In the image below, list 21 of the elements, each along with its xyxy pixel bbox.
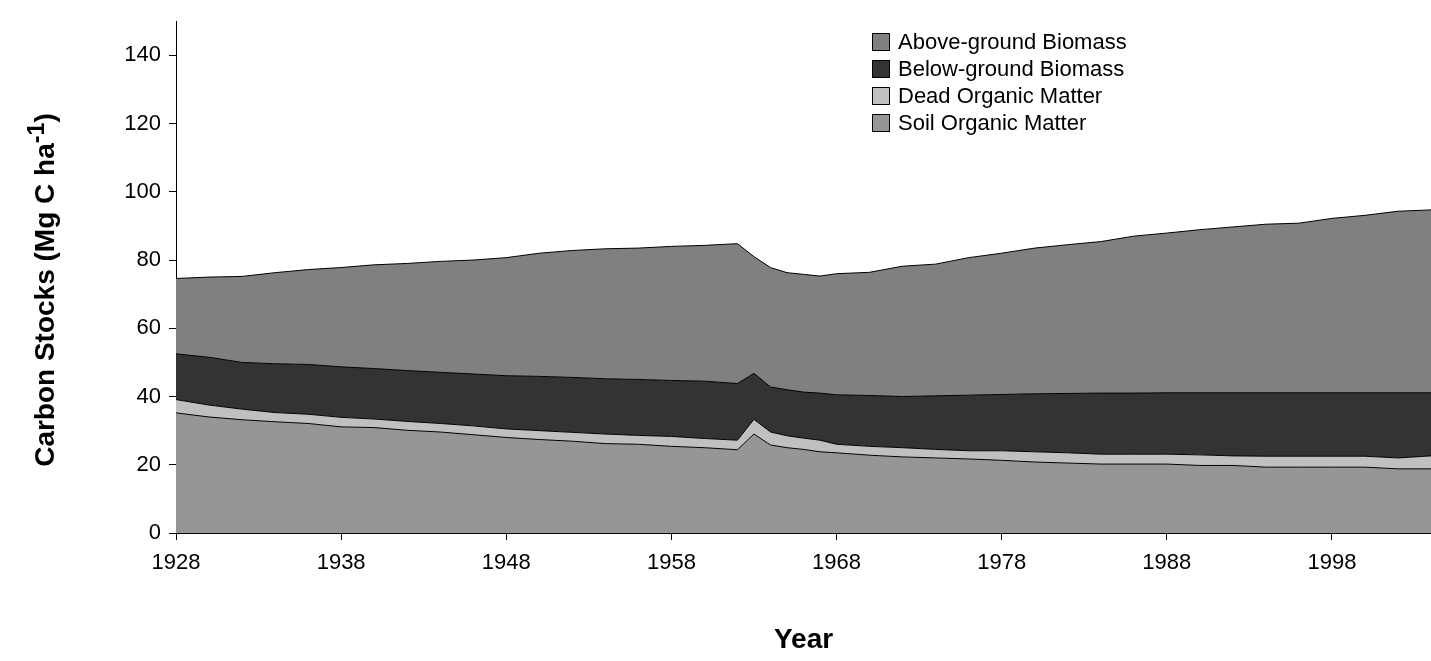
y-tick-label: 40 <box>136 382 161 408</box>
y-tick-label: 20 <box>136 450 161 476</box>
y-tick-label: 60 <box>136 314 161 340</box>
x-tick-label: 1978 <box>977 549 1027 575</box>
y-tick-label: 80 <box>136 246 161 272</box>
legend-label: Soil Organic Matter <box>898 109 1087 136</box>
y-tick-label: 140 <box>124 41 161 67</box>
x-tick-label: 1988 <box>1142 549 1192 575</box>
x-tick-label: 1948 <box>481 549 531 575</box>
legend-label: Above-ground Biomass <box>898 28 1127 55</box>
x-tick-label: 1938 <box>316 549 366 575</box>
y-tick-label: 120 <box>124 109 161 135</box>
x-tick-label: 1928 <box>151 549 201 575</box>
x-axis-title: Year <box>773 622 834 654</box>
legend-label: Below-ground Biomass <box>898 55 1125 82</box>
x-tick-label: 1998 <box>1307 549 1357 575</box>
legend-label: Dead Organic Matter <box>898 82 1103 109</box>
y-tick-label: 100 <box>124 177 161 203</box>
y-tick-label: 0 <box>148 519 161 545</box>
x-tick-label: 1958 <box>646 549 696 575</box>
x-tick-label: 1968 <box>812 549 861 575</box>
